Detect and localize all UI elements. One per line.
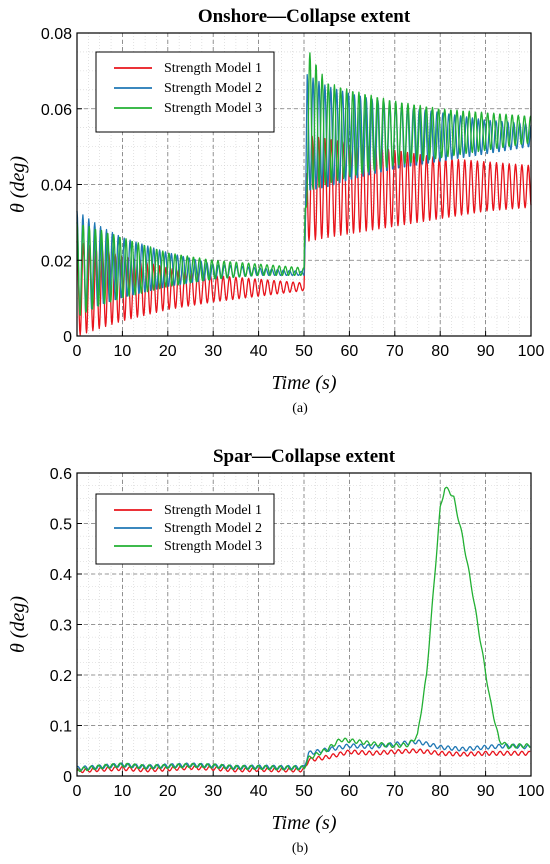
x-tick-label: 70	[386, 343, 404, 360]
x-tick-label: 80	[431, 783, 449, 800]
legend-box	[95, 51, 275, 133]
x-tick-label: 90	[477, 783, 495, 800]
y-tick-label: 0.08	[41, 26, 72, 43]
legend-label: Strength Model 3	[164, 539, 262, 554]
x-tick-label: 100	[518, 783, 545, 800]
y-tick-label: 0.04	[41, 178, 72, 195]
legend-label: Strength Model 3	[164, 101, 262, 116]
y-tick-label: 0.02	[41, 253, 72, 270]
x-tick-label: 50	[295, 343, 313, 360]
y-tick-label: 0.4	[50, 567, 72, 584]
y-tick-label: 0	[63, 329, 72, 346]
x-tick-label: 70	[386, 783, 404, 800]
legend: Strength Model 1 Strength Model 2 Strength…	[95, 51, 275, 133]
y-tick-label: 0.3	[50, 618, 72, 635]
panel-caption: (a)	[292, 401, 308, 416]
legend-label: Strength Model 1	[164, 61, 262, 76]
y-tick-label: 0.2	[50, 668, 72, 685]
x-tick-label: 20	[159, 783, 177, 800]
x-tick-label: 20	[159, 343, 177, 360]
y-axis-label: θ (deg)	[7, 156, 29, 213]
x-tick-label: 90	[477, 343, 495, 360]
y-tick-label: 0.06	[41, 102, 72, 119]
chart-title: Onshore—Collapse extent	[198, 6, 411, 27]
y-axis-label: θ (deg)	[7, 596, 29, 653]
legend: Strength Model 1 Strength Model 2 Strength…	[95, 493, 275, 565]
x-tick-label: 60	[341, 343, 359, 360]
x-tick-label: 0	[73, 783, 82, 800]
x-tick-label: 80	[431, 343, 449, 360]
legend-label: Strength Model 1	[164, 503, 262, 518]
y-tick-label: 0.1	[50, 719, 72, 736]
x-tick-label: 0	[73, 343, 82, 360]
x-tick-label: 10	[114, 783, 132, 800]
y-tick-label: 0.6	[50, 466, 72, 483]
x-axis-label: Time (s)	[272, 812, 337, 834]
x-tick-label: 100	[518, 343, 545, 360]
x-tick-label: 60	[341, 783, 359, 800]
legend-box	[95, 493, 275, 565]
series-line-3	[76, 486, 531, 773]
x-tick-label: 30	[204, 783, 222, 800]
legend-label: Strength Model 2	[164, 81, 262, 96]
series-line-2	[76, 739, 531, 771]
y-tick-label: 0.5	[50, 517, 72, 534]
series-line-2	[76, 74, 532, 315]
x-axis-label: Time (s)	[272, 372, 337, 394]
y-tick-label: 0	[63, 769, 72, 786]
chart-panel-1: Onshore—Collapse extent 0 10 20 30 40 50 60 70 80…	[7, 6, 544, 416]
x-tick-label: 10	[114, 343, 132, 360]
x-tick-label: 40	[250, 783, 268, 800]
x-tick-label: 50	[295, 783, 313, 800]
series-line-3	[76, 52, 532, 316]
x-tick-label: 30	[204, 343, 222, 360]
panel-caption: (b)	[292, 841, 309, 856]
x-tick-label: 40	[250, 343, 268, 360]
chart-title: Spar—Collapse extent	[213, 446, 396, 467]
chart-panel-2: Spar—Collapse extent 0 10 20 30 40 50 60 70 80 90 1…	[7, 446, 544, 856]
legend-label: Strength Model 2	[164, 521, 262, 536]
